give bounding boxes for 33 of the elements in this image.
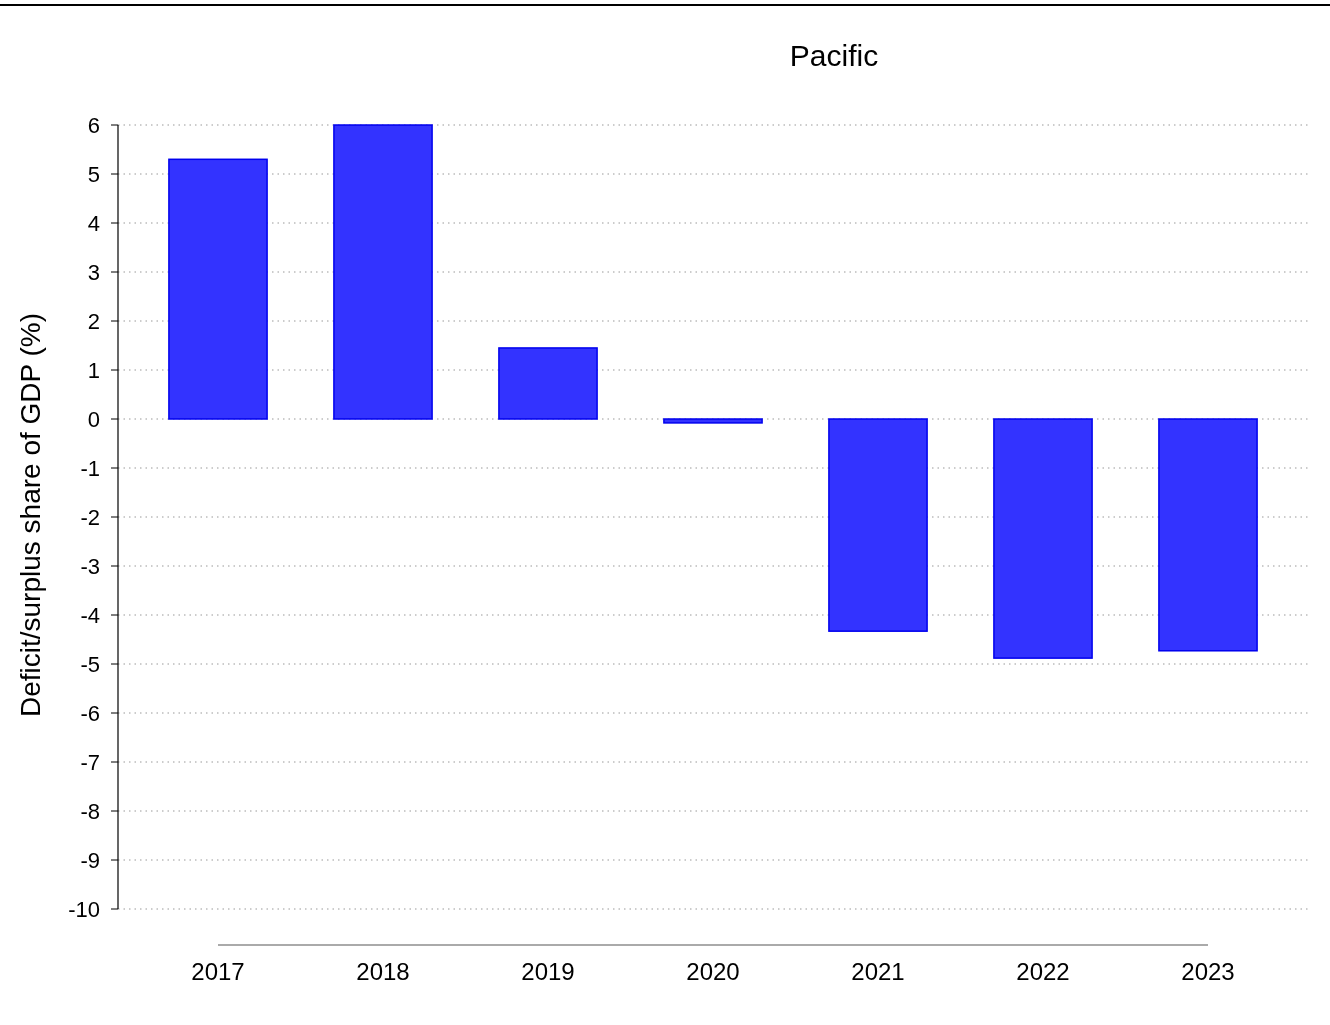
bar bbox=[168, 158, 268, 420]
y-tick-label: 1 bbox=[87, 357, 100, 383]
y-tick-label: -7 bbox=[80, 749, 100, 775]
x-tick-label: 2022 bbox=[1016, 958, 1070, 985]
bar bbox=[993, 418, 1093, 659]
y-tick-label: 2 bbox=[87, 308, 100, 334]
x-tick-label: 2018 bbox=[356, 958, 410, 985]
x-tick-label: 2023 bbox=[1181, 958, 1235, 985]
x-tick-label: 2019 bbox=[521, 958, 575, 985]
bar bbox=[498, 347, 598, 420]
bar bbox=[663, 418, 763, 424]
x-tick-label: 2017 bbox=[191, 958, 245, 985]
y-tick-label: -8 bbox=[80, 798, 100, 824]
bar bbox=[333, 124, 433, 420]
y-tick-label: -9 bbox=[80, 847, 100, 873]
y-tick-label: -5 bbox=[80, 651, 100, 677]
x-tick-label: 2020 bbox=[686, 958, 740, 985]
y-axis-title: Deficit/surplus share of GDP (%) bbox=[15, 312, 46, 718]
y-tick-label: 5 bbox=[87, 161, 100, 187]
y-tick-label: 3 bbox=[87, 259, 100, 285]
y-tick-label: 0 bbox=[87, 406, 100, 432]
y-tick-label: -6 bbox=[80, 700, 100, 726]
bar bbox=[828, 418, 928, 632]
y-tick-label: -1 bbox=[80, 455, 100, 481]
y-tick-label: -3 bbox=[80, 553, 100, 579]
y-tick-label: -10 bbox=[68, 896, 100, 922]
bar bbox=[1158, 418, 1258, 652]
y-tick-label: -2 bbox=[80, 504, 100, 530]
x-tick-label: 2021 bbox=[851, 958, 905, 985]
y-tick-label: -4 bbox=[80, 602, 100, 628]
chart-title: Pacific bbox=[789, 39, 879, 72]
y-tick-label: 4 bbox=[87, 210, 100, 236]
y-tick-label: 6 bbox=[87, 112, 100, 138]
